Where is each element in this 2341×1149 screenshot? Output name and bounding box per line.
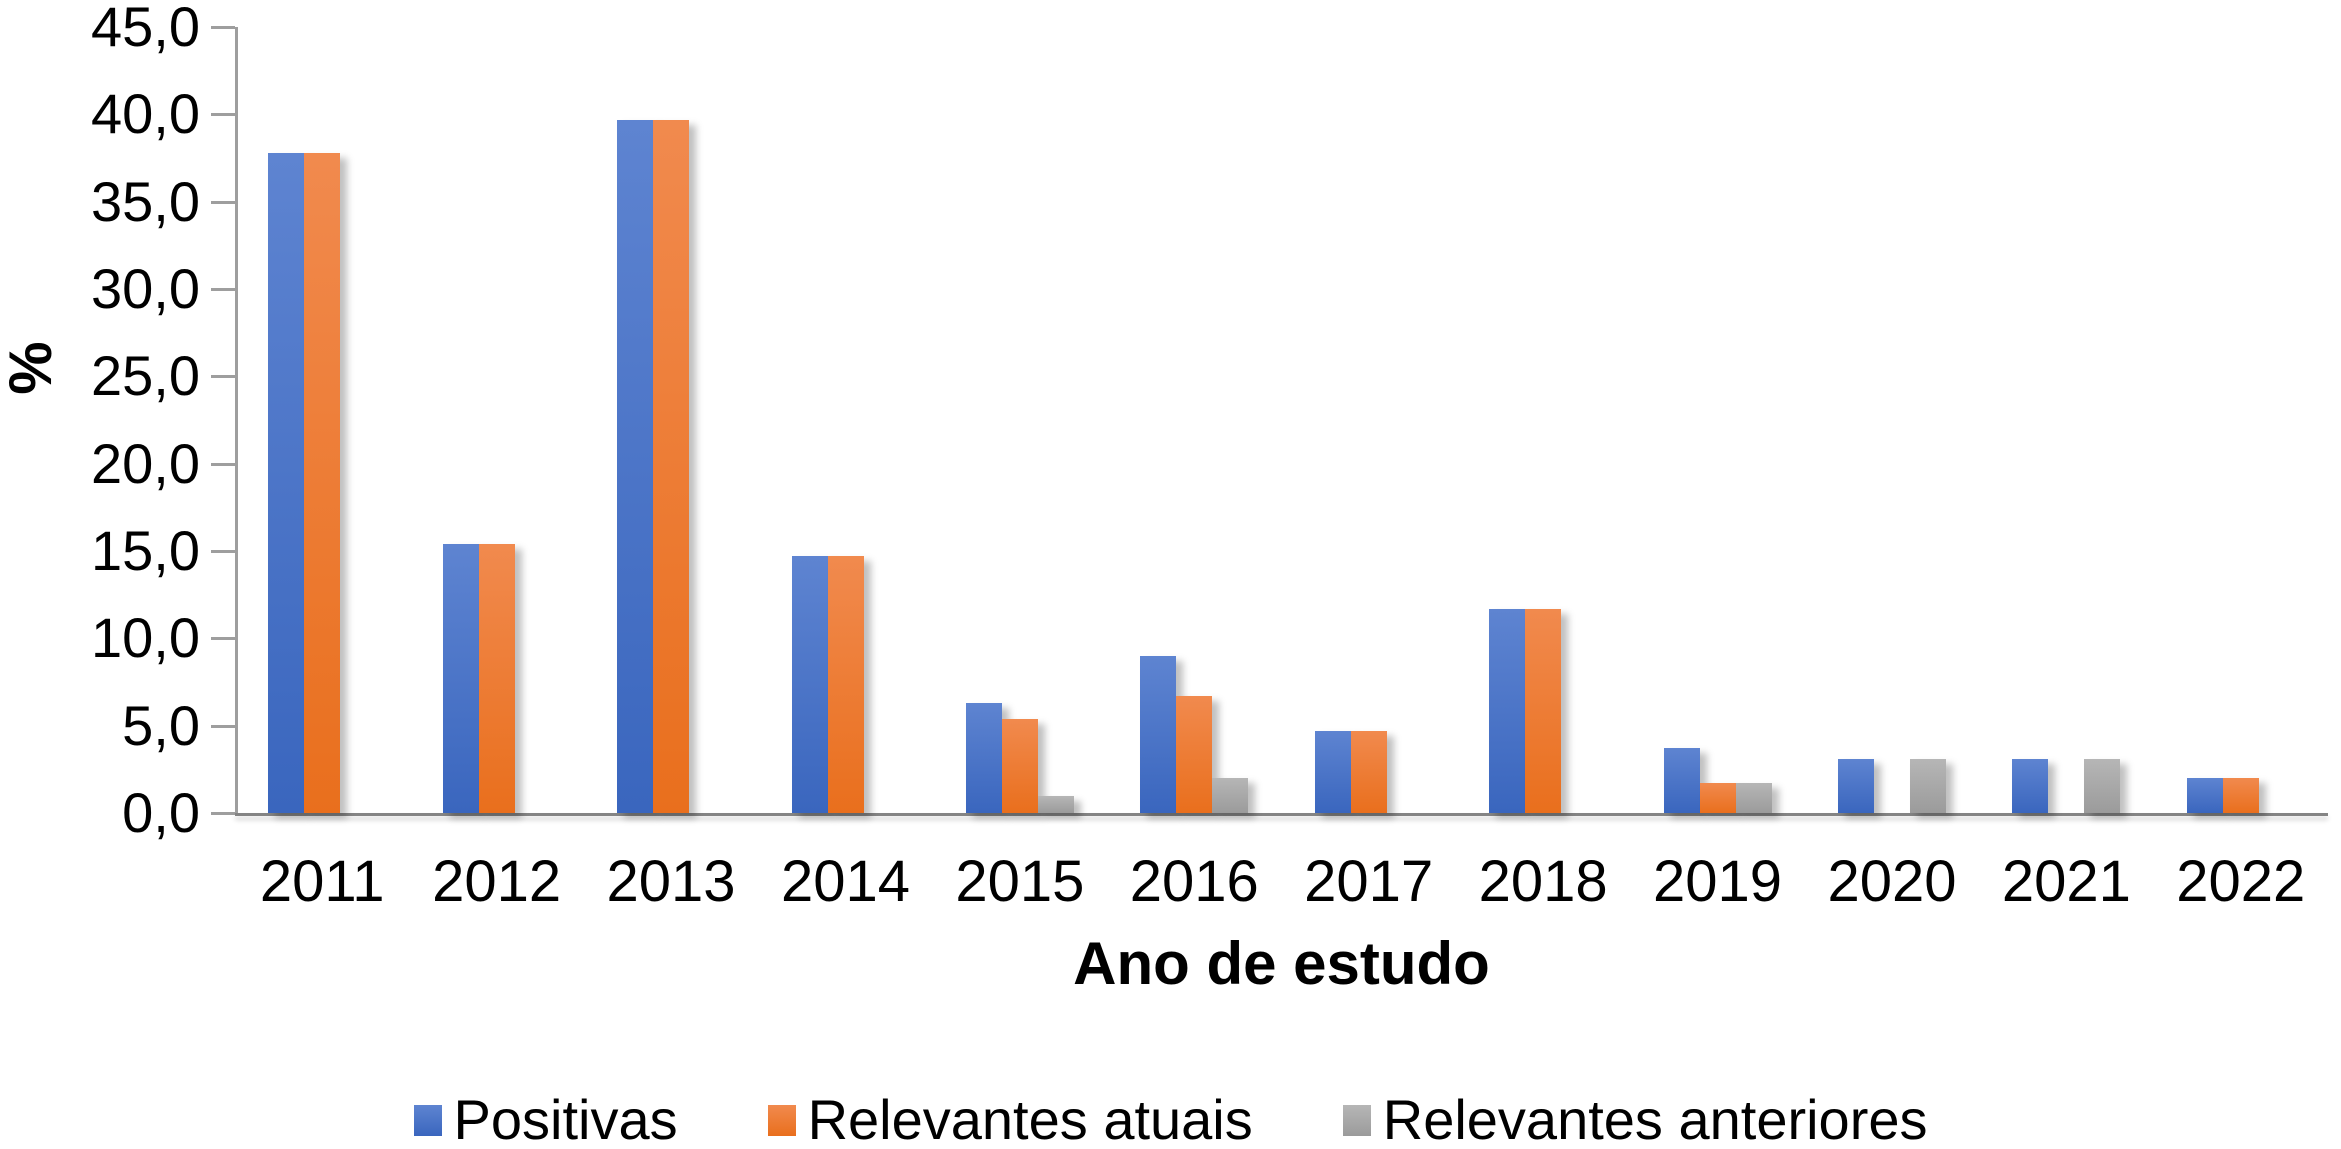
bar-positivas-2016 — [1140, 655, 1177, 813]
y-tick-label: 35,0 — [91, 169, 200, 233]
bar-positivas-2021 — [2012, 758, 2049, 813]
y-tick-label: 30,0 — [91, 257, 200, 320]
x-tick-label-2013: 2013 — [606, 849, 736, 914]
bar-positivas-2012 — [442, 544, 479, 813]
bar-relevantes-atuais-2017 — [1350, 730, 1387, 813]
bar-positivas-2020 — [1838, 758, 1874, 813]
y-tick-label: 20,0 — [91, 431, 200, 495]
legend-label-relevantes-atuais: Relevantes atuais — [807, 1088, 1253, 1149]
y-tick-mark — [211, 550, 235, 553]
legend-item-positivas: Positivas — [413, 1088, 678, 1149]
bar-relevantes-anteriores-2015 — [1037, 795, 1074, 813]
y-tick-label: 15,0 — [91, 519, 200, 582]
y-tick-label: 10,0 — [91, 606, 200, 670]
x-tick-label-2017: 2017 — [1304, 849, 1434, 914]
y-tick-label: 5,0 — [122, 693, 200, 757]
bar-positivas-2018 — [1489, 608, 1526, 813]
y-tick-label: 45,0 — [91, 0, 200, 59]
x-tick-label-2012: 2012 — [432, 849, 562, 914]
y-tick-label: 0,0 — [122, 781, 200, 844]
x-tick-label-2018: 2018 — [1478, 849, 1608, 914]
bar-relevantes-atuais-2011 — [304, 152, 341, 813]
bar-relevantes-atuais-2014 — [827, 556, 864, 813]
legend-marker-relevantes-anteriores — [1342, 1104, 1371, 1136]
bar-relevantes-anteriores-2016 — [1212, 778, 1249, 813]
y-tick-label: 25,0 — [91, 344, 200, 408]
bar-relevantes-atuais-2015 — [1001, 718, 1038, 813]
bar-relevantes-anteriores-2019 — [1735, 783, 1772, 813]
legend-marker-relevantes-atuais — [767, 1104, 796, 1136]
x-tick-label-2011: 2011 — [259, 849, 385, 914]
bar-positivas-2022 — [2186, 778, 2223, 813]
bar-relevantes-anteriores-2020 — [1910, 758, 1946, 813]
chart-legend: Positivas Relevantes atuais Relevantes ant… — [0, 1088, 2341, 1149]
bar-positivas-2019 — [1663, 748, 1700, 813]
y-tick-mark — [211, 724, 235, 728]
bar-positivas-2015 — [965, 703, 1002, 813]
y-tick-mark — [211, 288, 235, 291]
y-tick-mark — [211, 375, 235, 379]
x-tick-label-2021: 2021 — [2001, 849, 2131, 914]
y-tick-mark — [211, 200, 235, 204]
y-tick-mark — [211, 812, 235, 815]
y-tick-mark — [211, 26, 235, 29]
x-tick-label-2016: 2016 — [1129, 849, 1259, 914]
legend-marker-positivas — [413, 1104, 442, 1136]
bar-relevantes-atuais-2019 — [1699, 783, 1736, 813]
x-tick-label-2015: 2015 — [955, 849, 1085, 914]
x-tick-label-2014: 2014 — [780, 849, 911, 914]
x-tick-label-2022: 2022 — [2176, 849, 2306, 914]
bar-positivas-2011 — [268, 152, 305, 813]
x-tick-label-2020: 2020 — [1827, 849, 1957, 914]
bar-positivas-2013 — [617, 119, 653, 813]
bar-positivas-2017 — [1314, 730, 1351, 813]
bar-relevantes-atuais-2018 — [1525, 608, 1562, 813]
bar-positivas-2014 — [791, 556, 828, 813]
legend-label-positivas: Positivas — [453, 1088, 678, 1149]
y-tick-label: 40,0 — [91, 82, 200, 146]
legend-item-relevantes-anteriores: Relevantes anteriores — [1342, 1088, 1928, 1149]
x-axis-line — [235, 813, 2328, 816]
y-axis-line — [235, 27, 238, 816]
bar-relevantes-atuais-2012 — [478, 544, 515, 813]
x-axis-title: Ano de estudo — [1073, 930, 1490, 997]
y-tick-mark — [211, 462, 235, 466]
bar-relevantes-atuais-2013 — [653, 119, 689, 813]
bar-relevantes-atuais-2016 — [1176, 696, 1213, 813]
bar-relevantes-atuais-2022 — [2222, 778, 2259, 813]
bar-relevantes-anteriores-2021 — [2084, 758, 2121, 813]
y-tick-mark — [211, 113, 235, 117]
legend-label-relevantes-anteriores: Relevantes anteriores — [1382, 1088, 1928, 1149]
x-tick-label-2019: 2019 — [1652, 849, 1783, 914]
legend-item-relevantes-atuais: Relevantes atuais — [767, 1088, 1253, 1149]
y-tick-mark — [211, 637, 235, 641]
